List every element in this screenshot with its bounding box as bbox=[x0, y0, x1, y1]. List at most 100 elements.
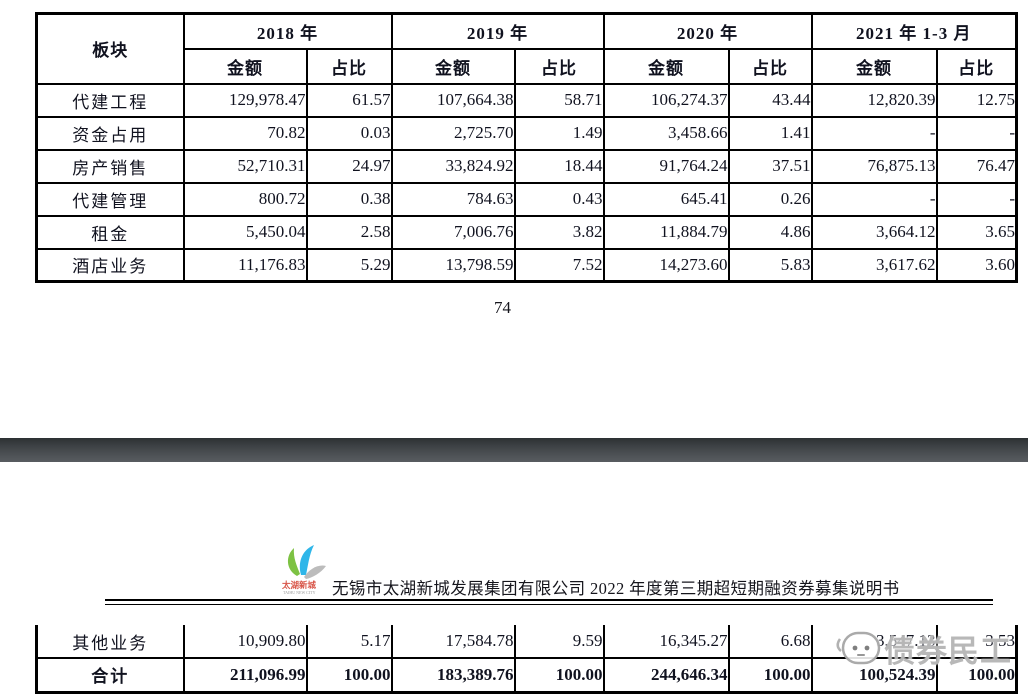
table-cell: 24.97 bbox=[305, 148, 393, 184]
table-cell: 43.44 bbox=[727, 82, 813, 118]
logo-subname-text: TAIHU NEW CITY bbox=[283, 590, 316, 595]
table-cell: 1.49 bbox=[513, 115, 605, 151]
table-cell: 58.71 bbox=[513, 82, 605, 118]
table-cell: 2.58 bbox=[305, 214, 393, 250]
table-cell: 37.51 bbox=[727, 148, 813, 184]
table-cell: - bbox=[935, 181, 1018, 217]
row-label-total: 合计 bbox=[35, 657, 185, 693]
table-cell: - bbox=[810, 115, 938, 151]
ratio-header: 占比 bbox=[305, 47, 393, 85]
table-cell: 0.38 bbox=[305, 181, 393, 217]
table-row: 酒店业务 11,176.83 5.29 13,798.59 7.52 14,27… bbox=[35, 247, 1018, 283]
table-cell: 18.44 bbox=[513, 148, 605, 184]
table-cell: 645.41 bbox=[602, 181, 730, 217]
ratio-header: 占比 bbox=[727, 47, 813, 85]
table-cell: 244,646.34 bbox=[602, 657, 730, 693]
page-separator-band bbox=[0, 438, 1028, 462]
table-cell: 2,725.70 bbox=[390, 115, 516, 151]
table-cell: 3,458.66 bbox=[602, 115, 730, 151]
table-cell: 3,547.13 bbox=[810, 625, 938, 659]
table-row-subheaders: 金额 占比 金额 占比 金额 占比 金额 占比 bbox=[37, 47, 1018, 85]
amount-header: 金额 bbox=[390, 47, 516, 85]
table-cell: 11,884.79 bbox=[602, 214, 730, 250]
table-cell: 70.82 bbox=[182, 115, 308, 151]
table-cell: 100.00 bbox=[305, 657, 393, 693]
table-cell: 3.82 bbox=[513, 214, 605, 250]
row-label: 其他业务 bbox=[35, 625, 185, 659]
table-cell: 16,345.27 bbox=[602, 625, 730, 659]
corner-header: 板块 bbox=[35, 12, 185, 85]
table-cell: 129,978.47 bbox=[182, 82, 308, 118]
revenue-breakdown-table: 板块 2018 年 2019 年 2020 年 2021 年 1-3 月 金额 … bbox=[35, 12, 1019, 283]
row-label: 租金 bbox=[35, 214, 185, 250]
table-cell: 6.68 bbox=[727, 625, 813, 659]
table-cell: 211,096.99 bbox=[182, 657, 308, 693]
row-label: 代建管理 bbox=[35, 181, 185, 217]
year-header-2019: 2019 年 bbox=[390, 12, 605, 50]
table-cell: 10,909.80 bbox=[182, 625, 308, 659]
table-cell: 3,617.62 bbox=[810, 247, 938, 283]
table-cell: 3.53 bbox=[935, 625, 1018, 659]
table-cell: 5.83 bbox=[727, 247, 813, 283]
table-cell: 3.60 bbox=[935, 247, 1018, 283]
table-row: 其他业务 10,909.80 5.17 17,584.78 9.59 16,34… bbox=[35, 625, 1018, 659]
table-row: 代建管理 800.72 0.38 784.63 0.43 645.41 0.26… bbox=[35, 181, 1018, 217]
table-cell: 107,664.38 bbox=[390, 82, 516, 118]
table-cell: 11,176.83 bbox=[182, 247, 308, 283]
table-cell: 0.43 bbox=[513, 181, 605, 217]
table-cell: 61.57 bbox=[305, 82, 393, 118]
table-cell: 17,584.78 bbox=[390, 625, 516, 659]
row-label: 房产销售 bbox=[35, 148, 185, 184]
table-row-total: 合计 211,096.99 100.00 183,389.76 100.00 2… bbox=[35, 657, 1018, 693]
table-cell: 0.26 bbox=[727, 181, 813, 217]
table-cell: 183,389.76 bbox=[390, 657, 516, 693]
table-cell: 106,274.37 bbox=[602, 82, 730, 118]
year-header-2018: 2018 年 bbox=[182, 12, 393, 50]
header-double-rule bbox=[105, 599, 993, 605]
document-header-title: 无锡市太湖新城发展集团有限公司 2022 年度第三期超短期融资券募集说明书 bbox=[332, 579, 900, 598]
table-cell: 5.17 bbox=[305, 625, 393, 659]
row-label: 代建工程 bbox=[35, 82, 185, 118]
table-cell: 784.63 bbox=[390, 181, 516, 217]
table-row: 代建工程 129,978.47 61.57 107,664.38 58.71 1… bbox=[35, 82, 1018, 118]
table-row-years: 板块 2018 年 2019 年 2020 年 2021 年 1-3 月 bbox=[35, 12, 1018, 85]
amount-header: 金额 bbox=[810, 47, 938, 85]
table-cell: 0.03 bbox=[305, 115, 393, 151]
table-cell: 7.52 bbox=[513, 247, 605, 283]
table-cell: 33,824.92 bbox=[390, 148, 516, 184]
table-cell: 52,710.31 bbox=[182, 148, 308, 184]
ratio-header: 占比 bbox=[935, 47, 1018, 85]
table-cell: 100.00 bbox=[727, 657, 813, 693]
table-cell: 4.86 bbox=[727, 214, 813, 250]
page-number: 74 bbox=[494, 298, 511, 317]
table-cell: 14,273.60 bbox=[602, 247, 730, 283]
table-cell: 5,450.04 bbox=[182, 214, 308, 250]
table-row: 租金 5,450.04 2.58 7,006.76 3.82 11,884.79… bbox=[35, 214, 1018, 250]
table-cell: 91,764.24 bbox=[602, 148, 730, 184]
table-cell: 100.00 bbox=[513, 657, 605, 693]
table-cell: 9.59 bbox=[513, 625, 605, 659]
amount-header: 金额 bbox=[602, 47, 730, 85]
table-cell: 800.72 bbox=[182, 181, 308, 217]
table-row: 房产销售 52,710.31 24.97 33,824.92 18.44 91,… bbox=[35, 148, 1018, 184]
table-cell: 76,875.13 bbox=[810, 148, 938, 184]
row-label: 酒店业务 bbox=[35, 247, 185, 283]
logo-name-text: 太湖新城 bbox=[281, 580, 317, 590]
table-cell: 3.65 bbox=[935, 214, 1018, 250]
table-cell: 12,820.39 bbox=[810, 82, 938, 118]
table-cell: 3,664.12 bbox=[810, 214, 938, 250]
table-cell: - bbox=[935, 115, 1018, 151]
ratio-header: 占比 bbox=[513, 47, 605, 85]
table-cell: 100.00 bbox=[935, 657, 1018, 693]
table-cell: 5.29 bbox=[305, 247, 393, 283]
table-cell: 100,524.39 bbox=[810, 657, 938, 693]
year-header-2020: 2020 年 bbox=[602, 12, 813, 50]
table-cell: 7,006.76 bbox=[390, 214, 516, 250]
taihu-new-city-logo-icon: 太湖新城 TAIHU NEW CITY bbox=[281, 545, 326, 595]
table-cell: 12.75 bbox=[935, 82, 1018, 118]
revenue-breakdown-table-continued: 其他业务 10,909.80 5.17 17,584.78 9.59 16,34… bbox=[35, 625, 1018, 694]
year-header-2021q1: 2021 年 1-3 月 bbox=[810, 12, 1018, 50]
table-cell: - bbox=[810, 181, 938, 217]
table-row: 资金占用 70.82 0.03 2,725.70 1.49 3,458.66 1… bbox=[35, 115, 1018, 151]
